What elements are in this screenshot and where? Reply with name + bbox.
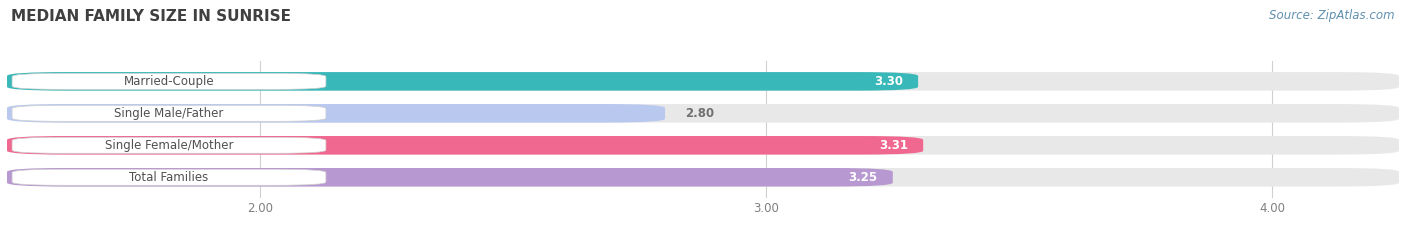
Text: Total Families: Total Families	[129, 171, 208, 184]
Text: Single Male/Father: Single Male/Father	[114, 107, 224, 120]
Text: Source: ZipAtlas.com: Source: ZipAtlas.com	[1270, 9, 1395, 22]
FancyBboxPatch shape	[13, 73, 326, 89]
FancyBboxPatch shape	[7, 72, 918, 91]
FancyBboxPatch shape	[13, 137, 326, 153]
Text: 3.25: 3.25	[848, 171, 877, 184]
Text: 3.31: 3.31	[879, 139, 908, 152]
Text: Married-Couple: Married-Couple	[124, 75, 214, 88]
FancyBboxPatch shape	[7, 104, 1399, 123]
Text: Single Female/Mother: Single Female/Mother	[105, 139, 233, 152]
FancyBboxPatch shape	[13, 169, 326, 185]
Text: 2.80: 2.80	[685, 107, 714, 120]
FancyBboxPatch shape	[7, 168, 1399, 187]
FancyBboxPatch shape	[7, 72, 1399, 91]
FancyBboxPatch shape	[7, 168, 893, 187]
FancyBboxPatch shape	[13, 105, 326, 121]
Text: MEDIAN FAMILY SIZE IN SUNRISE: MEDIAN FAMILY SIZE IN SUNRISE	[11, 9, 291, 24]
FancyBboxPatch shape	[7, 136, 924, 154]
FancyBboxPatch shape	[7, 136, 1399, 154]
FancyBboxPatch shape	[7, 104, 665, 123]
Text: 3.30: 3.30	[875, 75, 903, 88]
